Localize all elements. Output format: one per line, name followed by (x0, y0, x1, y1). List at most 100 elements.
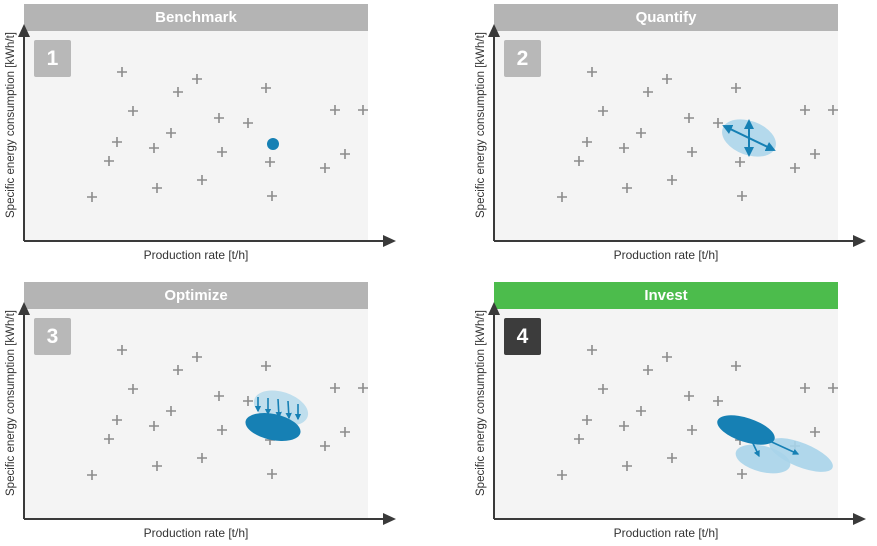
data-point-marker (320, 163, 330, 173)
panel-optimize: Optimize 3 Specific energy consumption [… (0, 278, 396, 546)
data-point-marker (117, 67, 127, 77)
data-point-marker (810, 427, 820, 437)
data-point-marker (87, 470, 97, 480)
data-point-marker (810, 149, 820, 159)
data-point-marker (622, 183, 632, 193)
benchmark-point (267, 138, 279, 150)
data-point-marker (128, 106, 138, 116)
panel-quantify: Quantify 2 Specific energy consumption [… (470, 0, 866, 268)
data-point-marker (684, 391, 694, 401)
data-point-marker (197, 453, 207, 463)
axes (18, 302, 396, 525)
data-point-marker (330, 105, 340, 115)
step-badge: 2 (504, 40, 541, 77)
data-point-marker (149, 421, 159, 431)
panel-invest: Invest 4 Specific energy consumption [kW… (470, 278, 866, 546)
axes (488, 24, 866, 247)
data-point-marker (636, 128, 646, 138)
data-point-marker (112, 415, 122, 425)
data-point-marker (587, 345, 597, 355)
data-point-marker (574, 156, 584, 166)
data-point-marker (800, 105, 810, 115)
plot-area (24, 309, 368, 519)
data-point-marker (643, 87, 653, 97)
data-point-marker (713, 118, 723, 128)
data-point-marker (358, 105, 368, 115)
plot-area (24, 31, 368, 241)
data-point-marker (557, 470, 567, 480)
x-axis-label: Production rate [t/h] (613, 248, 719, 262)
scatter-plot (18, 24, 396, 247)
step-badge: 1 (34, 40, 71, 77)
data-point-marker (557, 192, 567, 202)
data-point-marker (149, 143, 159, 153)
data-point-marker (104, 434, 114, 444)
data-point-marker (104, 156, 114, 166)
data-point-marker (267, 469, 277, 479)
panel-header: Invest (494, 282, 838, 309)
data-point-marker (192, 74, 202, 84)
data-point-marker (243, 396, 253, 406)
data-point-marker (828, 383, 838, 393)
data-point-marker (636, 406, 646, 416)
data-point-marker (574, 434, 584, 444)
shift-arrows (254, 397, 302, 421)
data-point-marker (643, 365, 653, 375)
data-point-marker (217, 147, 227, 157)
scatter-plot (488, 302, 866, 525)
data-point-marker (265, 157, 275, 167)
x-axis-arrowhead (383, 235, 396, 247)
data-point-marker (662, 74, 672, 84)
investment-arrow (747, 432, 760, 458)
data-point-marker (173, 365, 183, 375)
data-point-marker (117, 345, 127, 355)
x-axis-arrowhead (853, 513, 866, 525)
data-point-marker (340, 149, 350, 159)
data-point-marker (261, 361, 271, 371)
data-point-marker (800, 383, 810, 393)
data-point-marker (687, 147, 697, 157)
data-point-marker (737, 469, 747, 479)
data-point-marker (267, 191, 277, 201)
x-axis-label: Production rate [t/h] (613, 526, 719, 540)
y-axis-arrowhead (18, 302, 30, 315)
investment-option-ellipse (769, 438, 833, 472)
data-point-marker (197, 175, 207, 185)
y-axis-arrowhead (18, 24, 30, 37)
data-markers (87, 67, 368, 202)
axes (488, 302, 866, 525)
data-point-marker (214, 391, 224, 401)
data-point-marker (731, 361, 741, 371)
current-ellipse (717, 415, 775, 445)
data-point-marker (112, 137, 122, 147)
data-point-marker (619, 143, 629, 153)
data-point-marker (828, 105, 838, 115)
data-point-marker (667, 453, 677, 463)
panel-header: Quantify (494, 4, 838, 31)
data-point-marker (731, 83, 741, 93)
y-axis-arrowhead (488, 302, 500, 315)
data-point-marker (152, 461, 162, 471)
data-point-marker (217, 425, 227, 435)
scatter-plot (488, 24, 866, 247)
plot-area (494, 309, 838, 519)
x-axis-label: Production rate [t/h] (143, 248, 249, 262)
data-point-marker (340, 427, 350, 437)
data-point-marker (622, 461, 632, 471)
data-point-marker (192, 352, 202, 362)
data-point-marker (662, 352, 672, 362)
data-point-marker (667, 175, 677, 185)
data-point-marker (687, 425, 697, 435)
data-point-marker (214, 113, 224, 123)
data-point-marker (598, 384, 608, 394)
data-point-marker (243, 118, 253, 128)
data-point-marker (330, 383, 340, 393)
data-point-marker (166, 406, 176, 416)
data-point-marker (587, 67, 597, 77)
scatter-plot (18, 302, 396, 525)
x-axis-arrowhead (853, 235, 866, 247)
panel-header: Optimize (24, 282, 368, 309)
data-markers (557, 67, 838, 202)
data-point-marker (619, 421, 629, 431)
data-point-marker (582, 415, 592, 425)
